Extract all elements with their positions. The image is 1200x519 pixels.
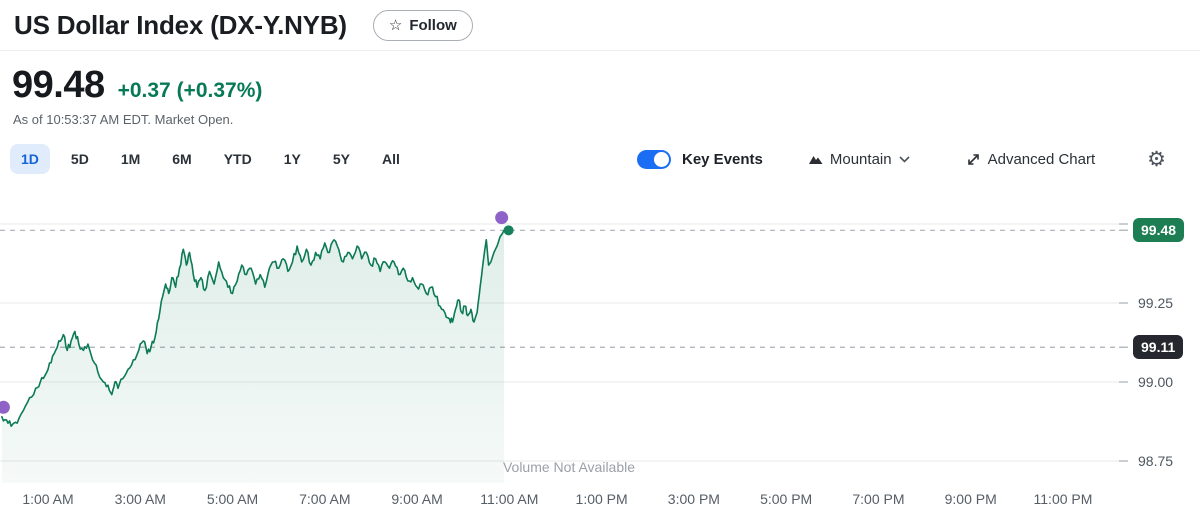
chart-plot[interactable]	[0, 195, 1200, 485]
expand-diagonal-icon	[967, 153, 979, 165]
price-change-text: +0.37 (+0.37%)	[117, 79, 263, 102]
star-icon: ☆	[388, 17, 403, 34]
range-tab-ytd[interactable]: YTD	[213, 144, 263, 174]
chart-toolbar: 1D 5D 1M 6M YTD 1Y 5Y All Key Events Mountain	[0, 144, 1200, 174]
range-tab-1m[interactable]: 1M	[110, 144, 151, 174]
advanced-chart-label: Advanced Chart	[987, 150, 1096, 168]
page-title: US Dollar Index (DX-Y.NYB)	[14, 10, 347, 40]
mountain-icon	[808, 156, 823, 164]
settings-gear-icon[interactable]: ⚙	[1147, 147, 1166, 171]
range-tab-6m[interactable]: 6M	[161, 144, 202, 174]
quote-header: US Dollar Index (DX-Y.NYB) ☆ Follow	[0, 0, 1200, 41]
x-axis-label: 7:00 PM	[852, 491, 905, 507]
toggle-knob	[654, 151, 669, 167]
y-axis-label: 99.25	[1138, 295, 1174, 311]
key-events-control[interactable]: Key Events	[637, 149, 763, 169]
x-axis-label: 11:00 PM	[1033, 491, 1093, 507]
current-price-text: 99.48	[12, 64, 105, 106]
range-tab-1d[interactable]: 1D	[10, 144, 50, 174]
price-row: 99.48 +0.37 (+0.37%)	[0, 64, 1200, 107]
header-divider	[0, 50, 1200, 51]
advanced-chart-button[interactable]: Advanced Chart	[966, 150, 1096, 168]
range-tab-5y[interactable]: 5Y	[322, 144, 361, 174]
previous-close-badge: 99.11	[1133, 335, 1184, 360]
current-price-badge: 99.48	[1133, 218, 1185, 243]
price-line	[1, 229, 505, 427]
chart-type-label: Mountain	[829, 150, 892, 168]
chart-controls: Key Events Mountain Advanced Chart	[637, 149, 1166, 170]
y-axis-label: 98.75	[1138, 453, 1174, 469]
x-axis-label: 3:00 PM	[667, 491, 720, 507]
x-axis-label: 9:00 PM	[944, 491, 997, 507]
x-axis-label: 9:00 AM	[391, 491, 443, 507]
range-tab-all[interactable]: All	[371, 144, 411, 174]
chart-type-dropdown[interactable]: Mountain	[808, 150, 910, 168]
follow-button[interactable]: ☆ Follow	[372, 10, 473, 41]
follow-label: Follow	[409, 17, 457, 34]
as-of-text: As of 10:53:37 AM EDT. Market Open.	[13, 112, 234, 127]
x-axis-label: 11:00 AM	[480, 491, 539, 507]
range-tabs: 1D 5D 1M 6M YTD 1Y 5Y All	[10, 144, 411, 174]
key-event-marker[interactable]	[495, 211, 509, 225]
x-axis-label: 7:00 AM	[299, 491, 351, 507]
x-axis-label: 1:00 AM	[22, 491, 74, 507]
volume-not-available-label: Volume Not Available	[502, 459, 636, 475]
chevron-down-icon	[899, 155, 910, 163]
price-chart[interactable]: 99.25 99.00 98.75 99.48 99.11 1:00 AM 3:00 AM…	[0, 195, 1200, 519]
area-fill	[1, 230, 505, 483]
y-axis-label: 99.00	[1138, 374, 1174, 390]
range-tab-1y[interactable]: 1Y	[273, 144, 312, 174]
x-axis-label: 5:00 PM	[760, 491, 813, 507]
key-event-marker[interactable]	[0, 400, 10, 414]
x-axis-label: 3:00 AM	[114, 491, 166, 507]
current-price-dot	[503, 225, 514, 236]
range-tab-5d[interactable]: 5D	[60, 144, 100, 174]
x-axis-label: 1:00 PM	[575, 491, 628, 507]
key-events-label: Key Events	[682, 150, 763, 168]
key-events-toggle[interactable]	[637, 149, 671, 169]
x-axis-label: 5:00 AM	[206, 491, 259, 507]
